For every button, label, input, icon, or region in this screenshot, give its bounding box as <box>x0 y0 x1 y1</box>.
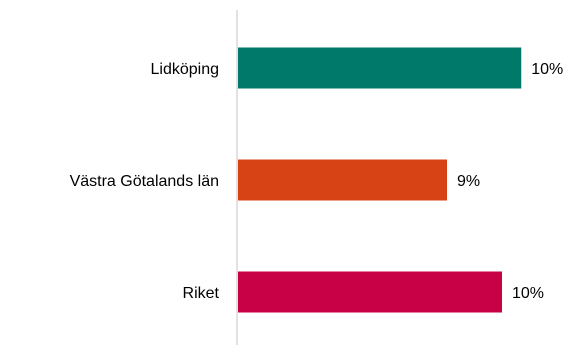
category-label: Västra Götalands län <box>70 173 219 190</box>
value-label: 9% <box>457 173 480 190</box>
value-label: 10% <box>531 61 563 78</box>
bar <box>238 271 502 313</box>
bar-group: Västra Götalands län 9% <box>70 159 480 201</box>
bar <box>238 159 447 201</box>
bar <box>238 47 522 89</box>
bar-group: Lidköping 10% <box>151 47 563 89</box>
category-label: Lidköping <box>151 61 220 78</box>
bars-layer: Lidköping 10% Västra Götalands län 9% Riket 1… <box>70 47 563 313</box>
bar-group: Riket 10% <box>183 271 544 313</box>
category-label: Riket <box>183 285 220 302</box>
value-label: 10% <box>512 285 544 302</box>
